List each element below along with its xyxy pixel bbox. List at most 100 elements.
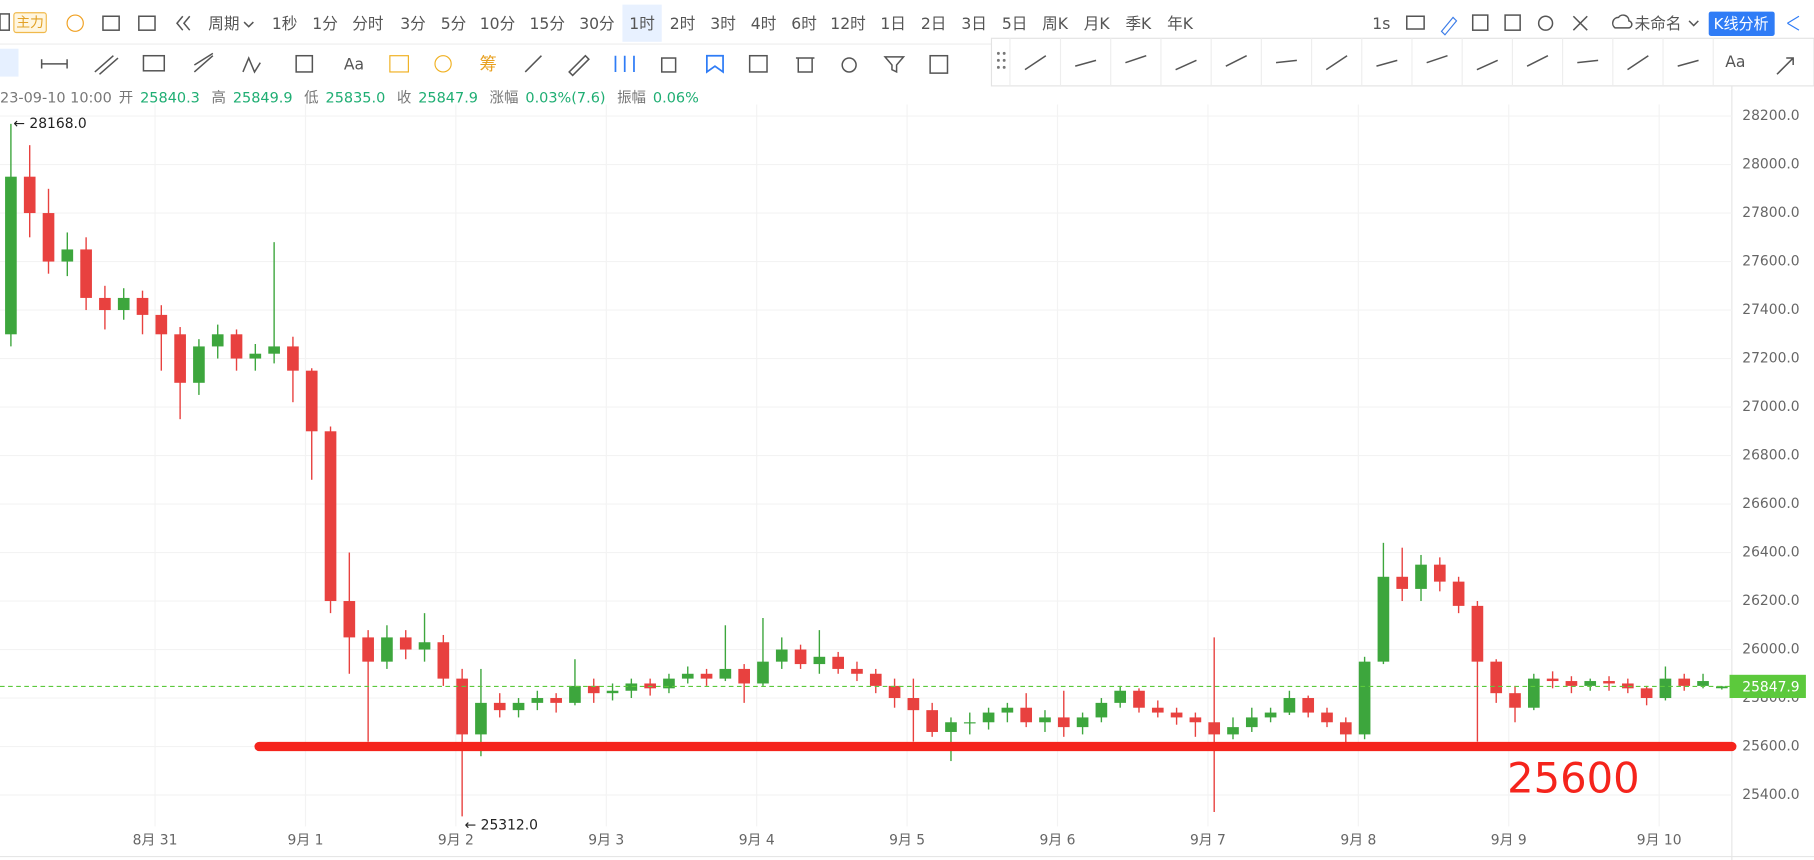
back-icon[interactable] [176, 15, 191, 31]
tool-icon[interactable] [1426, 54, 1448, 64]
tool-icon[interactable] [748, 54, 768, 73]
tool-icon[interactable] [193, 52, 214, 73]
tool-icon[interactable] [1476, 59, 1499, 71]
layout-icon[interactable] [138, 15, 156, 31]
tool-icon[interactable] [1075, 59, 1097, 67]
y-tick-label: 26000.0 [1742, 642, 1799, 658]
tool-icon[interactable] [1376, 59, 1398, 67]
indicator-label[interactable]: 主力 [16, 15, 44, 31]
period-option[interactable]: 30分 [579, 14, 615, 33]
calendar-icon[interactable] [102, 15, 120, 31]
period-option[interactable]: 2时 [670, 14, 696, 33]
tool-icon[interactable] [40, 59, 68, 69]
panel-text-tool[interactable]: Aa [1725, 52, 1745, 71]
tool-icon[interactable] [1024, 55, 1047, 71]
candle-body [1584, 681, 1597, 686]
refresh-rate[interactable]: 1s [1372, 14, 1390, 33]
extreme-label: 28168.0 [29, 116, 86, 132]
chip-tool[interactable]: 筹 [480, 55, 497, 75]
tool-icon[interactable] [614, 55, 635, 72]
candle-body [287, 346, 299, 371]
period-option[interactable]: 年K [1167, 14, 1194, 33]
tool-icon[interactable] [883, 56, 906, 74]
tool-icon[interactable] [1275, 59, 1297, 64]
tool-icon[interactable] [1627, 55, 1649, 71]
tool-icon[interactable] [1776, 57, 1794, 75]
tool-icon[interactable] [295, 54, 314, 73]
pen-icon[interactable] [1440, 16, 1458, 36]
candle-body [136, 297, 149, 315]
period-option[interactable]: 10分 [480, 14, 516, 33]
period-option[interactable]: 3分 [400, 14, 426, 33]
cloud-icon[interactable] [1611, 14, 1633, 29]
period-option[interactable]: 1秒 [272, 14, 298, 33]
candle-body [945, 722, 957, 732]
y-tick-label: 26400.0 [1742, 545, 1799, 561]
period-option[interactable]: 1时 [629, 14, 655, 33]
tool-icon[interactable] [795, 57, 815, 73]
tool-icon[interactable] [242, 56, 261, 74]
period-option[interactable]: 2日 [921, 14, 947, 33]
period-option[interactable]: 季K [1125, 14, 1152, 33]
tool-icon[interactable] [1526, 55, 1549, 67]
analysis-button-bg[interactable] [1708, 11, 1775, 36]
tool-icon[interactable] [94, 55, 119, 75]
settings-icon[interactable] [1537, 15, 1554, 31]
period-option[interactable]: 月K [1084, 14, 1111, 33]
tool-icon[interactable] [841, 57, 857, 73]
drag-handle[interactable] [996, 51, 1006, 69]
period-list: 1秒 1分 分时 3分 5分 10分 15分 30分 1时 2时 3时 4时 6时 12时 1日 2日 3日 5日… [272, 4, 1194, 42]
camera-icon[interactable] [1406, 15, 1425, 30]
layout-name[interactable]: 未命名 [1635, 14, 1682, 33]
tool-icon[interactable] [524, 55, 542, 73]
bolt-icon[interactable] [66, 14, 84, 32]
candle-body [1001, 707, 1014, 713]
candle-body [587, 685, 600, 694]
indicator-tag[interactable] [13, 12, 47, 34]
period-option[interactable]: 12时 [830, 14, 866, 33]
tool-icon[interactable] [1175, 59, 1197, 71]
period-option[interactable]: 5日 [1002, 14, 1028, 33]
period-option[interactable]: 分时 [352, 14, 384, 33]
save-icon[interactable] [1504, 14, 1521, 31]
candle-body [1189, 717, 1202, 723]
header-text: 25835.0 [326, 91, 386, 107]
header-text: 低 [304, 90, 318, 107]
tool-icon[interactable] [1577, 59, 1599, 64]
text-tool[interactable]: Aa [344, 54, 364, 73]
last-price-label: 25847.9 [1742, 680, 1799, 696]
period-menu[interactable]: 周期 [208, 14, 239, 33]
period-option[interactable]: 1日 [880, 14, 906, 33]
share-icon[interactable] [1787, 15, 1800, 31]
tool-selected[interactable] [0, 48, 19, 77]
period-option[interactable]: 1分 [312, 14, 338, 33]
period-option[interactable]: 6时 [791, 14, 817, 33]
tool-icon[interactable] [1325, 55, 1348, 71]
tool-icon[interactable] [929, 54, 949, 74]
candle-body [1039, 717, 1051, 723]
period-option[interactable]: 5分 [441, 14, 467, 33]
candle-body [1151, 707, 1164, 713]
header-text: 0.03%(7.6) [525, 91, 605, 107]
tool-icon[interactable] [660, 57, 677, 73]
candle-body [1076, 717, 1089, 728]
tool-icon[interactable] [1125, 54, 1147, 64]
fullscreen-icon[interactable] [1572, 15, 1588, 31]
tool-icon[interactable] [568, 54, 590, 77]
y-tick-label: 26600.0 [1742, 496, 1799, 512]
checkbox-icon[interactable] [0, 13, 11, 31]
window-icon[interactable] [1471, 14, 1489, 31]
tool-icon[interactable] [434, 55, 452, 73]
tool-icon[interactable] [705, 54, 724, 74]
drawing-tools: Aa 筹 [0, 48, 949, 77]
period-option[interactable]: 15分 [529, 14, 565, 33]
period-option[interactable]: 4时 [751, 14, 777, 33]
tool-icon[interactable] [1225, 55, 1247, 67]
period-option[interactable]: 3日 [961, 14, 987, 33]
period-option[interactable]: 周K [1042, 14, 1069, 33]
period-option[interactable]: 3时 [710, 14, 736, 33]
tool-icon[interactable] [1677, 59, 1699, 67]
tool-icon[interactable] [142, 54, 166, 72]
tool-icon[interactable] [389, 55, 409, 73]
analysis-button[interactable]: K线分析 [1714, 15, 1769, 33]
